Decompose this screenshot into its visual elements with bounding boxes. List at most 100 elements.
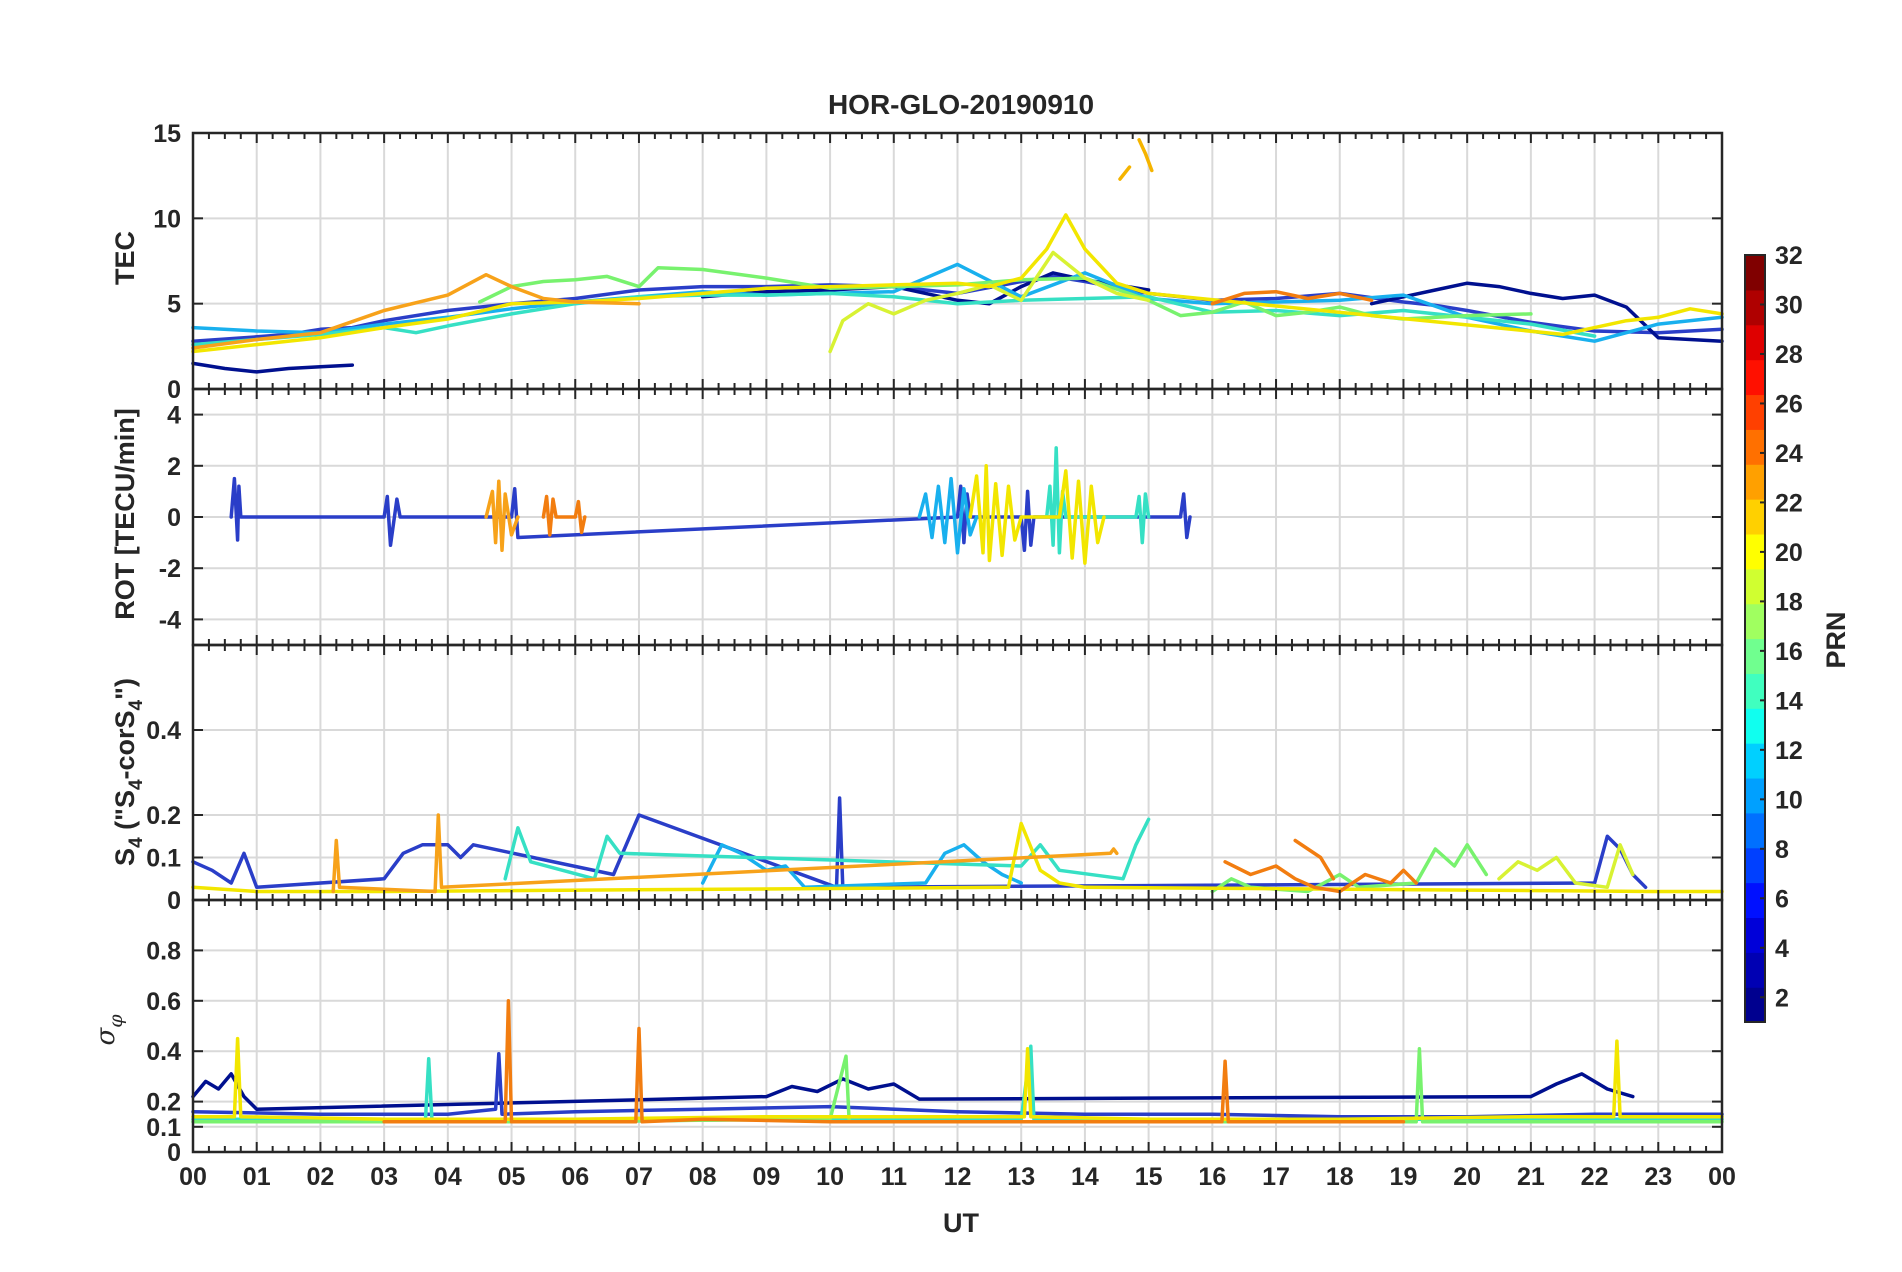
series-line: [968, 464, 1106, 565]
colorbar-label: PRN: [1821, 611, 1851, 668]
colorbar-tick-label: 32: [1775, 242, 1803, 270]
series-line: [191, 361, 355, 374]
series-line: [917, 476, 979, 555]
x-tick-label: 16: [1198, 1163, 1226, 1191]
series-line: [191, 1072, 1635, 1111]
colorbar-tick-label: 28: [1775, 341, 1803, 369]
colorbar-tick-label: 16: [1775, 638, 1803, 666]
colorbar-tick-label: 8: [1775, 836, 1789, 864]
colorbar-segment: [1745, 812, 1765, 849]
x-tick-label: 15: [1135, 1163, 1163, 1191]
series-line: [1210, 289, 1374, 306]
y-tick-label: 15: [153, 120, 181, 148]
s4-panel: 0 0.1 0.2 0.4: [146, 643, 1724, 915]
x-tick-label: 01: [243, 1163, 271, 1191]
y-tick-label: 0.1: [146, 845, 181, 873]
x-tick-label: 12: [944, 1163, 972, 1191]
x-tick-label: 10: [816, 1163, 844, 1191]
chart-title: HOR-GLO-20190910: [828, 89, 1094, 120]
colorbar-segment: [1745, 394, 1765, 430]
colorbar-segment: [1745, 429, 1765, 465]
x-tick-label: 02: [307, 1163, 335, 1191]
x-tick-label: 08: [689, 1163, 717, 1191]
series-line: [1369, 281, 1724, 343]
axes-box-sigma-phi: [191, 898, 1724, 1154]
gridlines-rot: [193, 389, 1722, 645]
colorbar-segment: [1745, 464, 1765, 500]
series-line: [191, 821, 1724, 894]
colorbar-segment: [1745, 673, 1765, 709]
series-line: [484, 479, 520, 553]
colorbar-segment: [1745, 743, 1765, 779]
y-tick-label: -2: [159, 555, 181, 583]
colorbar-tick-label: 4: [1775, 935, 1789, 963]
x-tick-label: 05: [498, 1163, 526, 1191]
series-line: [541, 494, 587, 537]
colorbar-tick-label: 6: [1775, 885, 1789, 913]
series-line: [1293, 838, 1336, 881]
series-line: [191, 213, 1724, 354]
series-group-rot: [229, 446, 1192, 565]
series-line: [229, 476, 1192, 553]
y-tick-label: 2: [167, 453, 181, 481]
ticks-s4: 0 0.1 0.2 0.4: [146, 645, 1723, 915]
colorbar-tick-label: 26: [1775, 390, 1803, 418]
y-tick-label: 0.1: [146, 1114, 181, 1142]
series-line: [1044, 446, 1151, 555]
x-tick-label: 19: [1390, 1163, 1418, 1191]
rot-panel: -4 -2 0 2 4: [159, 387, 1724, 647]
colorbar-segment: [1745, 987, 1765, 1023]
colorbar-frame: [1744, 254, 1766, 1023]
colorbar-segment: [1745, 777, 1765, 814]
colorbar-segment: [1745, 255, 1765, 291]
x-tick-label: 21: [1517, 1163, 1545, 1191]
series-line: [382, 999, 1406, 1124]
x-tick-label: 03: [370, 1163, 398, 1191]
x-tick-label: 22: [1581, 1163, 1609, 1191]
sigma-phi-panel: 00.10.2 0.4 0.6 0.8 00 01 02 03 04 05 06 07 08 09 10 11…: [146, 898, 1736, 1191]
tec-panel: 0 5 10 15: [153, 120, 1724, 404]
xlabel-ut: UT: [943, 1208, 979, 1238]
x-tick-label: 14: [1071, 1163, 1099, 1191]
ticks-sigma-phi: 00.10.2 0.4 0.6 0.8: [146, 900, 1723, 1167]
colorbar-segment: [1745, 708, 1765, 744]
y-tick-label: 0: [167, 376, 181, 404]
colorbar-tick-label: 14: [1775, 687, 1803, 715]
x-tick-label: 04: [434, 1163, 462, 1191]
y-tick-label: -4: [159, 606, 181, 634]
series-line: [1118, 165, 1132, 181]
y-tick-label: 10: [153, 205, 181, 233]
series-line: [191, 272, 641, 350]
series-line: [191, 1036, 1724, 1121]
series-line: [331, 813, 1119, 894]
colorbar-segment: [1745, 847, 1765, 884]
x-tick-label: 13: [1007, 1163, 1035, 1191]
ylabel-rot: ROT [TECU/min]: [110, 408, 140, 619]
y-tick-label: 0: [167, 1139, 181, 1167]
series-group-sigma-phi: [191, 999, 1724, 1124]
y-tick-label: 0.6: [146, 988, 181, 1016]
x-tick-label: 20: [1453, 1163, 1481, 1191]
colorbar-segment: [1745, 568, 1765, 605]
x-tick-label: 11: [881, 1163, 908, 1191]
series-line: [1497, 843, 1635, 890]
x-tick-label: 09: [752, 1163, 780, 1191]
colorbar-segment: [1745, 952, 1765, 988]
colorbar-segment: [1745, 533, 1765, 570]
series-group-tec: [191, 138, 1724, 374]
colorbar-tick-label: 20: [1775, 539, 1803, 567]
x-tick-label: 17: [1262, 1163, 1290, 1191]
colorbar-tick-label: 12: [1775, 737, 1803, 765]
x-tick-label: 18: [1326, 1163, 1354, 1191]
colorbar-tick-label: 24: [1775, 440, 1803, 468]
series-line: [828, 250, 1151, 354]
colorbar-tick-label: 22: [1775, 489, 1803, 517]
colorbar-tick-label: 2: [1775, 984, 1789, 1012]
x-tick-label: 07: [625, 1163, 653, 1191]
y-tick-label: 0.2: [146, 1089, 181, 1117]
y-tick-label: 0.4: [146, 717, 181, 745]
y-tick-label: 0: [167, 504, 181, 532]
series-line: [191, 796, 1648, 890]
